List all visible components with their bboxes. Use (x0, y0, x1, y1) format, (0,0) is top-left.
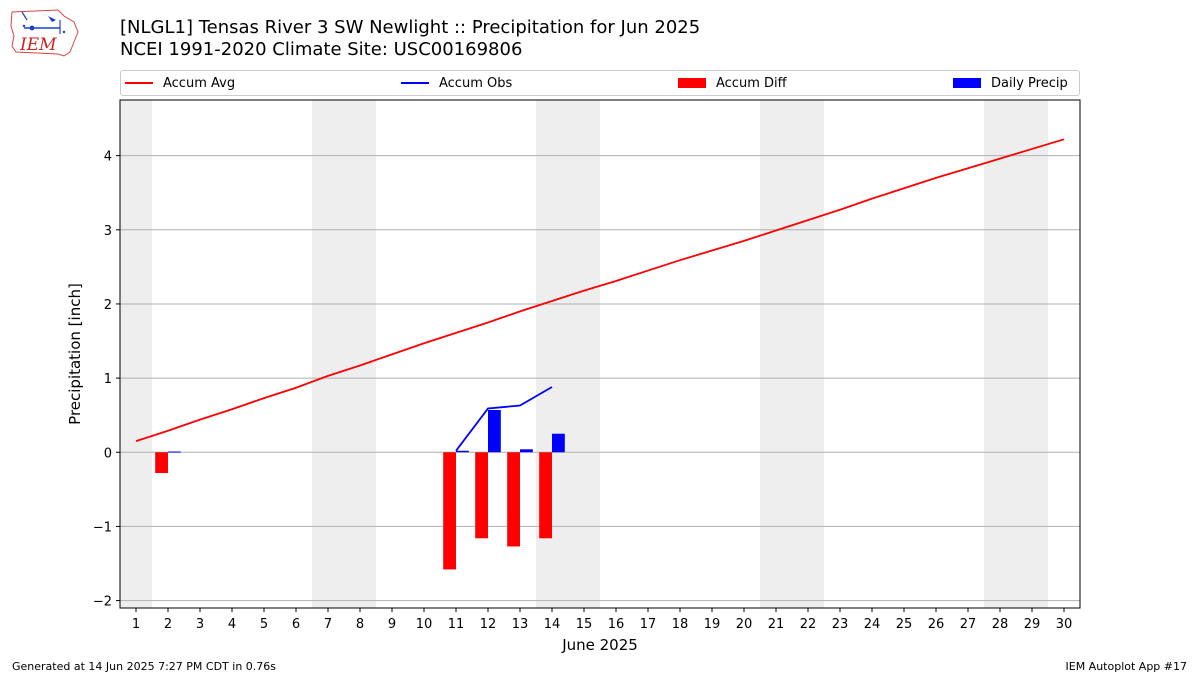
x-tick-label: 22 (800, 617, 817, 632)
x-tick-label: 1 (132, 617, 140, 632)
x-tick-label: 5 (260, 617, 268, 632)
y-tick-label: −1 (93, 520, 112, 535)
legend-label-accum-avg: Accum Avg (163, 75, 236, 91)
accum-diff-bar (155, 452, 168, 474)
y-axis-label: Precipitation [inch] (66, 283, 84, 425)
legend-item-accum-avg: Accum Avg (125, 71, 235, 95)
x-tick-label: 7 (324, 617, 332, 632)
x-tick-label: 29 (1024, 617, 1041, 632)
x-tick-label: 30 (1056, 617, 1073, 632)
y-gridlines (120, 155, 1080, 602)
legend-swatch-accum-diff (678, 78, 706, 88)
accum-avg-line (135, 138, 1065, 442)
daily-precip-bar (520, 449, 533, 453)
daily-precip-bar (488, 409, 501, 453)
accum-diff-bar (475, 452, 488, 539)
axis-ticks: 1 2 3 4 5 6 7 8 9 10 11 12 13 14 15 16 17 18 19 20 21 22 23 24 2… (93, 150, 1072, 632)
x-tick-label: 2 (164, 617, 172, 632)
x-tick-label: 27 (960, 617, 977, 632)
bar-series (155, 409, 565, 570)
x-tick-label: 16 (608, 617, 625, 632)
x-tick-label: 12 (480, 617, 497, 632)
x-tick-label: 20 (736, 617, 753, 632)
x-tick-label: 28 (992, 617, 1009, 632)
weekend-shading (120, 100, 1048, 608)
accum-diff-bar (443, 452, 456, 570)
weekend-band (312, 100, 344, 608)
legend-swatch-daily-precip (953, 78, 981, 88)
x-tick-label: 4 (228, 617, 236, 632)
legend-swatch-accum-avg (125, 82, 153, 84)
chart-legend: Accum Avg Accum Obs Accum Diff Daily Pre… (120, 70, 1080, 96)
legend-item-accum-obs: Accum Obs (401, 71, 512, 95)
line-series (135, 138, 1065, 452)
weekend-band (760, 100, 792, 608)
weekend-band (344, 100, 376, 608)
y-tick-label: 4 (104, 150, 112, 165)
legend-label-accum-diff: Accum Diff (716, 75, 787, 91)
chart-title: [NLGL1] Tensas River 3 SW Newlight :: Pr… (120, 17, 701, 38)
x-tick-label: 23 (832, 617, 849, 632)
y-tick-label: 0 (104, 446, 112, 461)
chart-subtitle: NCEI 1991-2020 Climate Site: USC00169806 (120, 39, 523, 60)
daily-precip-bar (552, 433, 565, 453)
weekend-band (792, 100, 824, 608)
x-tick-label: 13 (512, 617, 529, 632)
accum-diff-bar (507, 452, 520, 547)
x-tick-label: 26 (928, 617, 945, 632)
logo-text: IEM (19, 35, 57, 55)
plot-frame (119, 99, 1081, 609)
legend-item-accum-diff: Accum Diff (678, 71, 787, 95)
weekend-band (1016, 100, 1048, 608)
weekend-band (120, 100, 152, 608)
x-tick-label: 25 (896, 617, 913, 632)
weekend-band (984, 100, 1016, 608)
daily-precip-bar (456, 450, 469, 453)
x-tick-label: 9 (388, 617, 396, 632)
accum-diff-bar (539, 452, 552, 539)
x-tick-label: 11 (448, 617, 465, 632)
legend-label-daily-precip: Daily Precip (991, 75, 1068, 91)
x-tick-label: 10 (416, 617, 433, 632)
x-tick-label: 14 (544, 617, 561, 632)
x-tick-label: 3 (196, 617, 204, 632)
app-label: IEM Autoplot App #17 (1065, 660, 1188, 673)
x-tick-label: 21 (768, 617, 785, 632)
y-tick-label: 2 (104, 298, 112, 313)
x-tick-label: 6 (292, 617, 300, 632)
x-tick-label: 19 (704, 617, 721, 632)
weekend-band (568, 100, 600, 608)
daily-precip-bar (168, 451, 181, 453)
accum-obs-line (455, 386, 553, 452)
x-axis-label: June 2025 (561, 636, 638, 654)
y-tick-label: 3 (104, 224, 112, 239)
x-tick-label: 24 (864, 617, 881, 632)
legend-item-daily-precip: Daily Precip (953, 71, 1068, 95)
iem-logo: IEM (10, 9, 79, 57)
legend-label-accum-obs: Accum Obs (439, 75, 513, 91)
y-tick-label: −2 (93, 595, 112, 610)
x-tick-label: 15 (576, 617, 593, 632)
x-tick-label: 8 (356, 617, 364, 632)
generated-timestamp: Generated at 14 Jun 2025 7:27 PM CDT in … (12, 660, 277, 673)
x-tick-label: 17 (640, 617, 657, 632)
legend-swatch-accum-obs (401, 82, 429, 84)
x-tick-label: 18 (672, 617, 689, 632)
y-tick-label: 1 (104, 372, 112, 387)
